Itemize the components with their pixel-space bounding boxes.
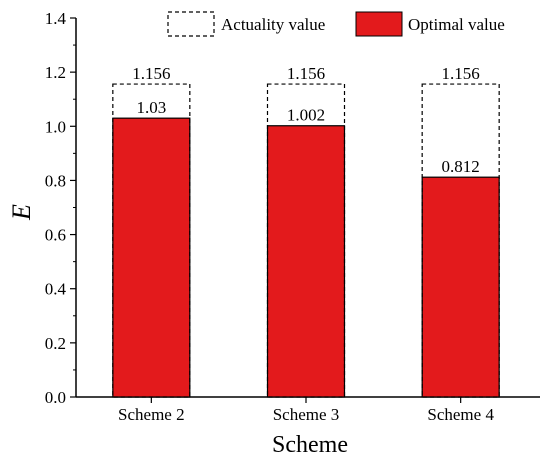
y-tick-label: 0.6: [45, 226, 66, 245]
x-tick-label: Scheme 3: [273, 405, 340, 424]
data-label-optimal: 1.03: [136, 98, 166, 117]
legend-label-optimal: Optimal value: [408, 15, 505, 34]
legend-swatch-optimal: [355, 11, 403, 37]
y-tick-label: 0.0: [45, 388, 66, 407]
data-label-optimal: 0.812: [442, 157, 480, 176]
legend-swatch-actuality: [167, 11, 215, 37]
bar-optimal: [266, 125, 346, 398]
legend-label-actuality: Actuality value: [221, 15, 325, 34]
data-label-actuality: 1.156: [132, 64, 170, 83]
y-tick-label: 1.4: [45, 9, 67, 28]
bar-optimal: [421, 176, 500, 398]
data-label-actuality: 1.156: [287, 64, 325, 83]
data-label-optimal: 1.002: [287, 106, 325, 125]
x-tick-label: Scheme 2: [118, 405, 185, 424]
y-tick-label: 1.2: [45, 63, 66, 82]
y-tick-label: 0.8: [45, 171, 66, 190]
x-axis-title: Scheme: [272, 432, 348, 458]
y-axis-title: E: [7, 204, 36, 221]
data-label-actuality: 1.156: [442, 64, 480, 83]
plot-area: 0.0 0.2 0.4 0.6 0.8 1.0 1.2 1.4 1.156 1.03 Scheme …: [45, 9, 540, 424]
bar-optimal: [112, 117, 191, 398]
x-tick-label: Scheme 4: [427, 405, 494, 424]
legend: Actuality value Optimal value: [167, 11, 505, 37]
y-tick-label: 1.0: [45, 117, 66, 136]
y-tick-label: 0.4: [45, 280, 67, 299]
y-tick-label: 0.2: [45, 334, 66, 353]
